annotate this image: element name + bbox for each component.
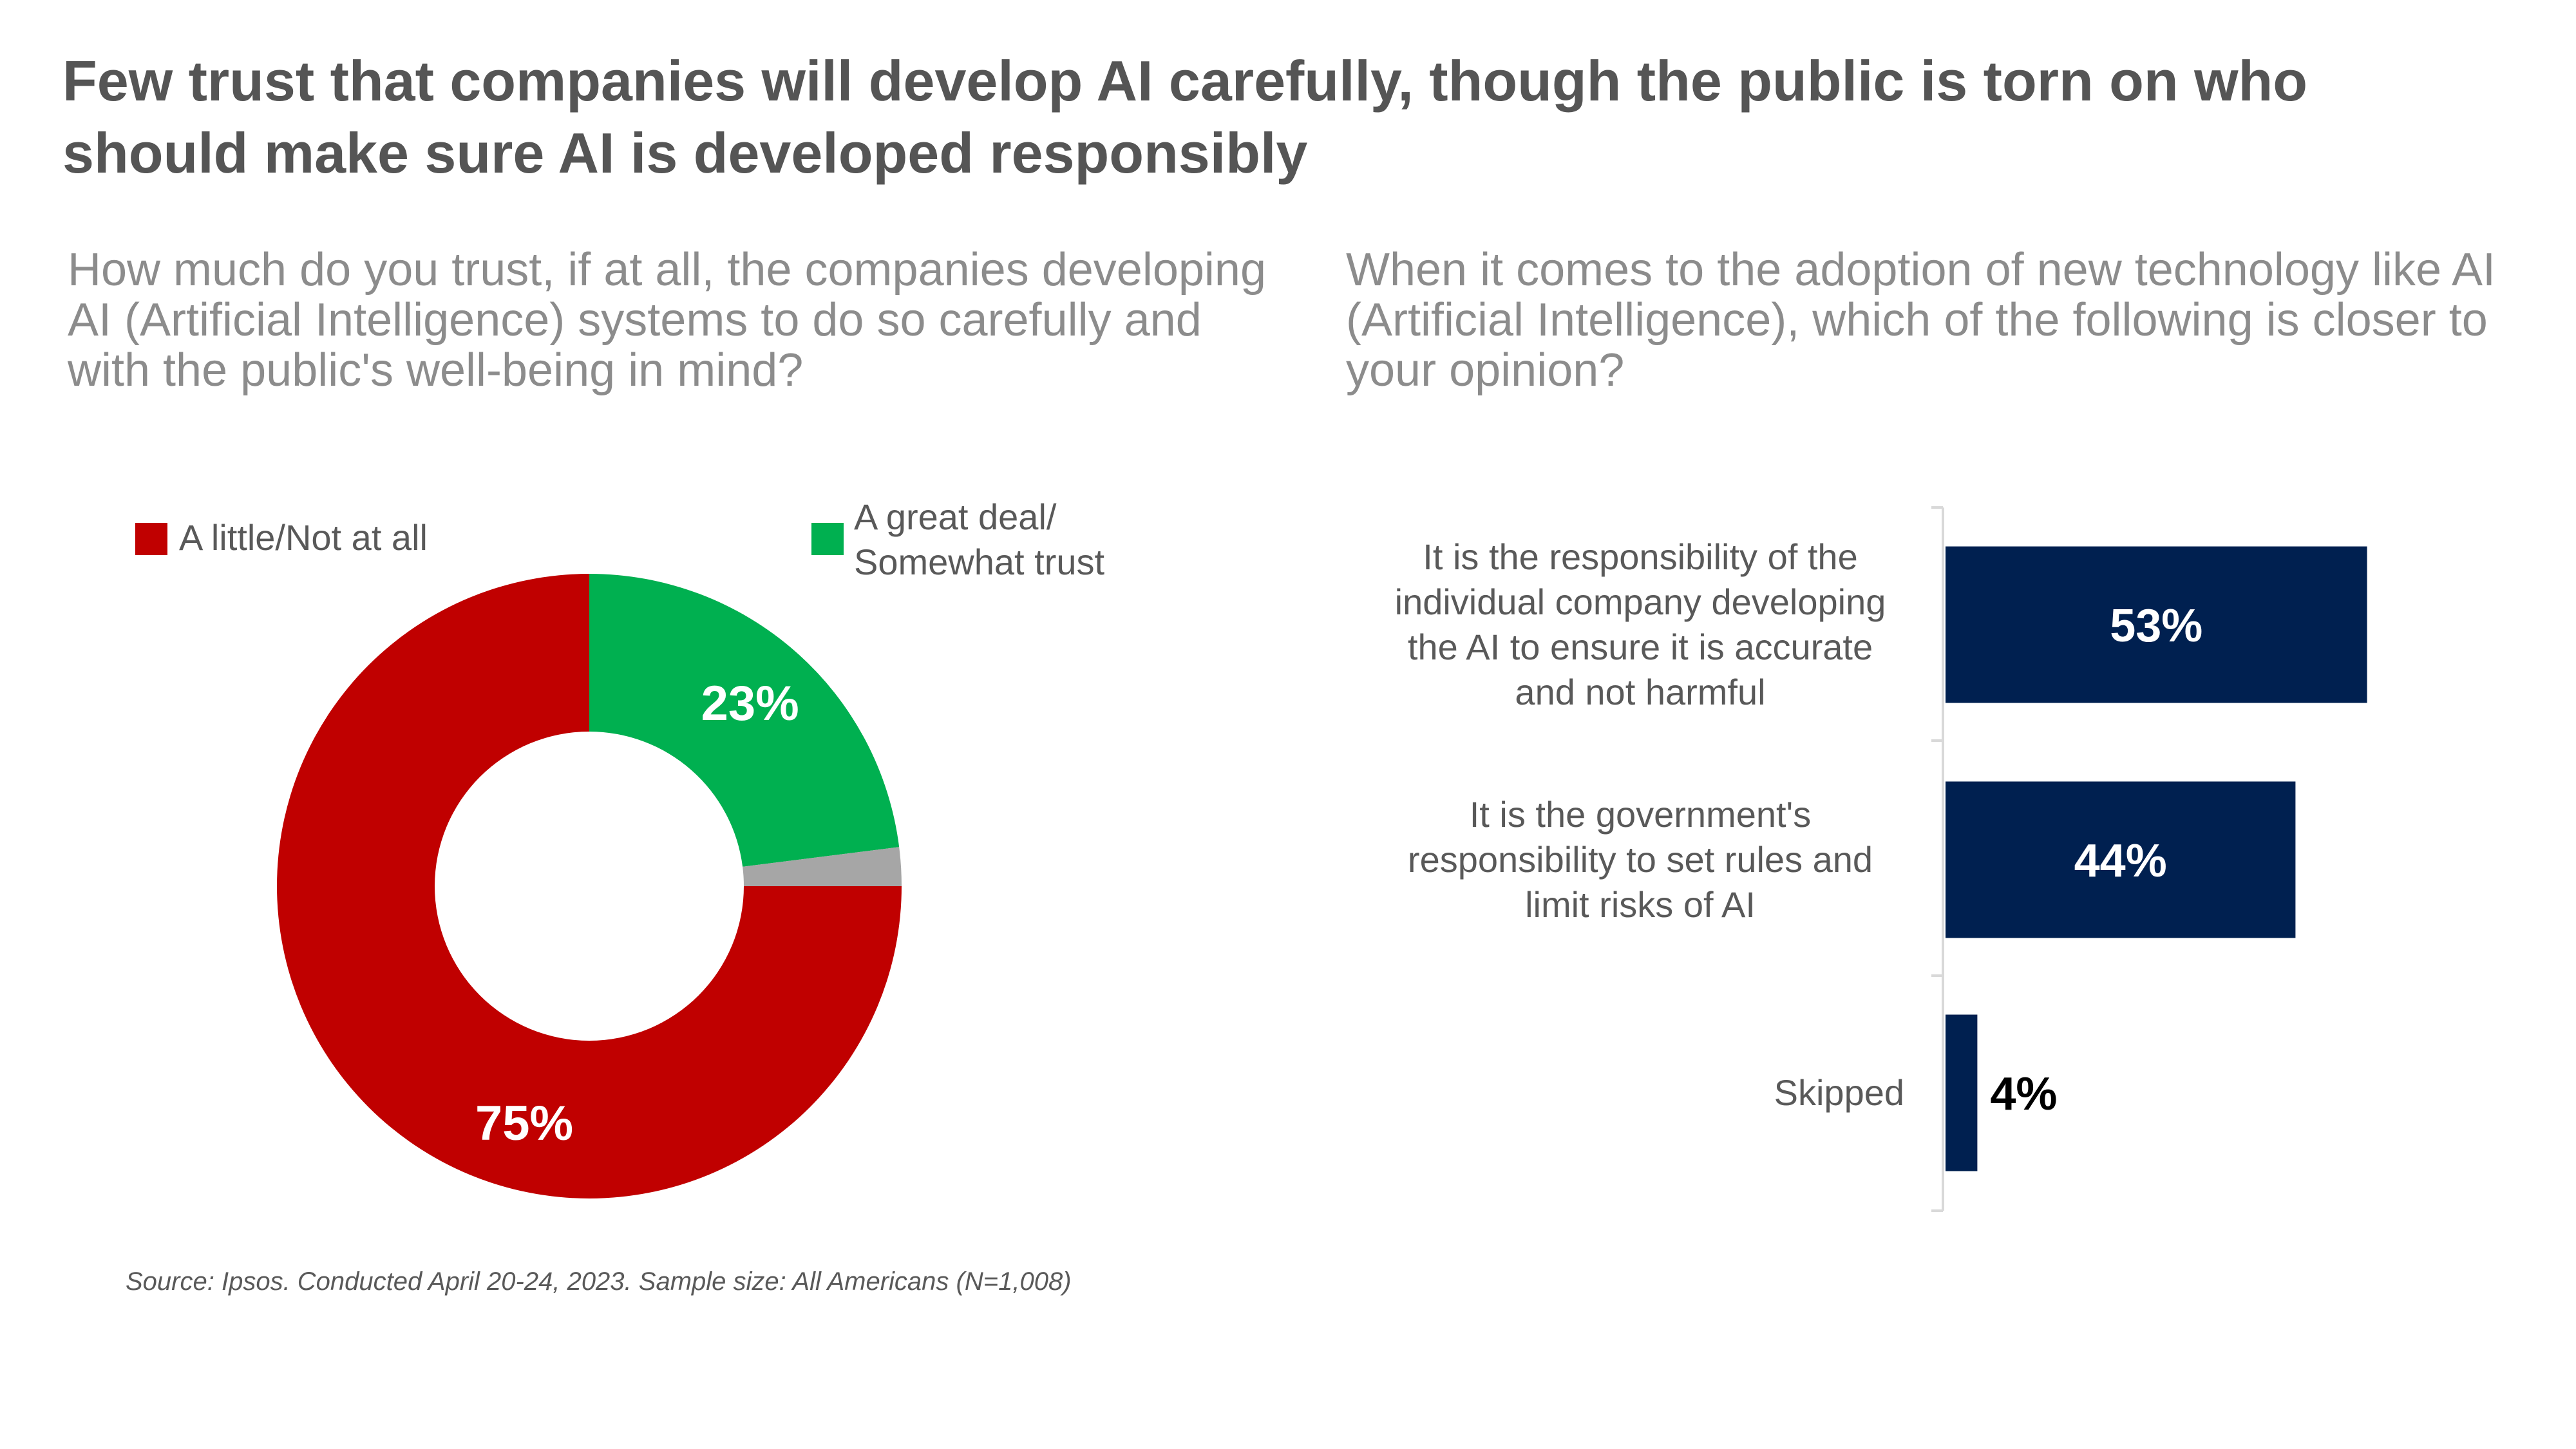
legend-label-little: A little/Not at all bbox=[179, 517, 428, 558]
page-title: Few trust that companies will develop AI… bbox=[62, 49, 2308, 185]
bar-value-label-2: 4% bbox=[1990, 1068, 2057, 1120]
pie-value-label-0: 23% bbox=[701, 676, 799, 731]
pie-slice-1 bbox=[743, 847, 902, 886]
donut-chart: 23% 75% bbox=[277, 574, 902, 1198]
bar-value-label-1: 44% bbox=[2074, 835, 2167, 887]
legend-swatch-little bbox=[135, 523, 167, 555]
legend-label-great-deal: A great deal/ Somewhat trust bbox=[854, 497, 1105, 582]
pie-slice-0 bbox=[589, 574, 900, 867]
bar-chart: 53% 44% 4% bbox=[1931, 506, 2367, 1212]
pie-slice-2 bbox=[277, 574, 902, 1198]
pie-question: How much do you trust, if at all, the co… bbox=[68, 244, 1266, 396]
pie-value-label-2: 75% bbox=[475, 1096, 573, 1151]
bar-2 bbox=[1946, 1014, 1978, 1171]
legend-swatch-great-deal bbox=[811, 523, 844, 555]
bar-category-label-0: It is the responsibility of the individu… bbox=[1394, 536, 1886, 712]
bar-question: When it comes to the adoption of new tec… bbox=[1346, 244, 2496, 396]
bar-category-label-1: It is the government's responsibility to… bbox=[1407, 794, 1873, 925]
bar-1 bbox=[1946, 781, 2296, 938]
bar-0 bbox=[1946, 546, 2367, 703]
source-note: Source: Ipsos. Conducted April 20-24, 20… bbox=[126, 1267, 1072, 1296]
bar-category-label-2: Skipped bbox=[1774, 1072, 1904, 1113]
bar-value-label-0: 53% bbox=[2110, 600, 2202, 652]
